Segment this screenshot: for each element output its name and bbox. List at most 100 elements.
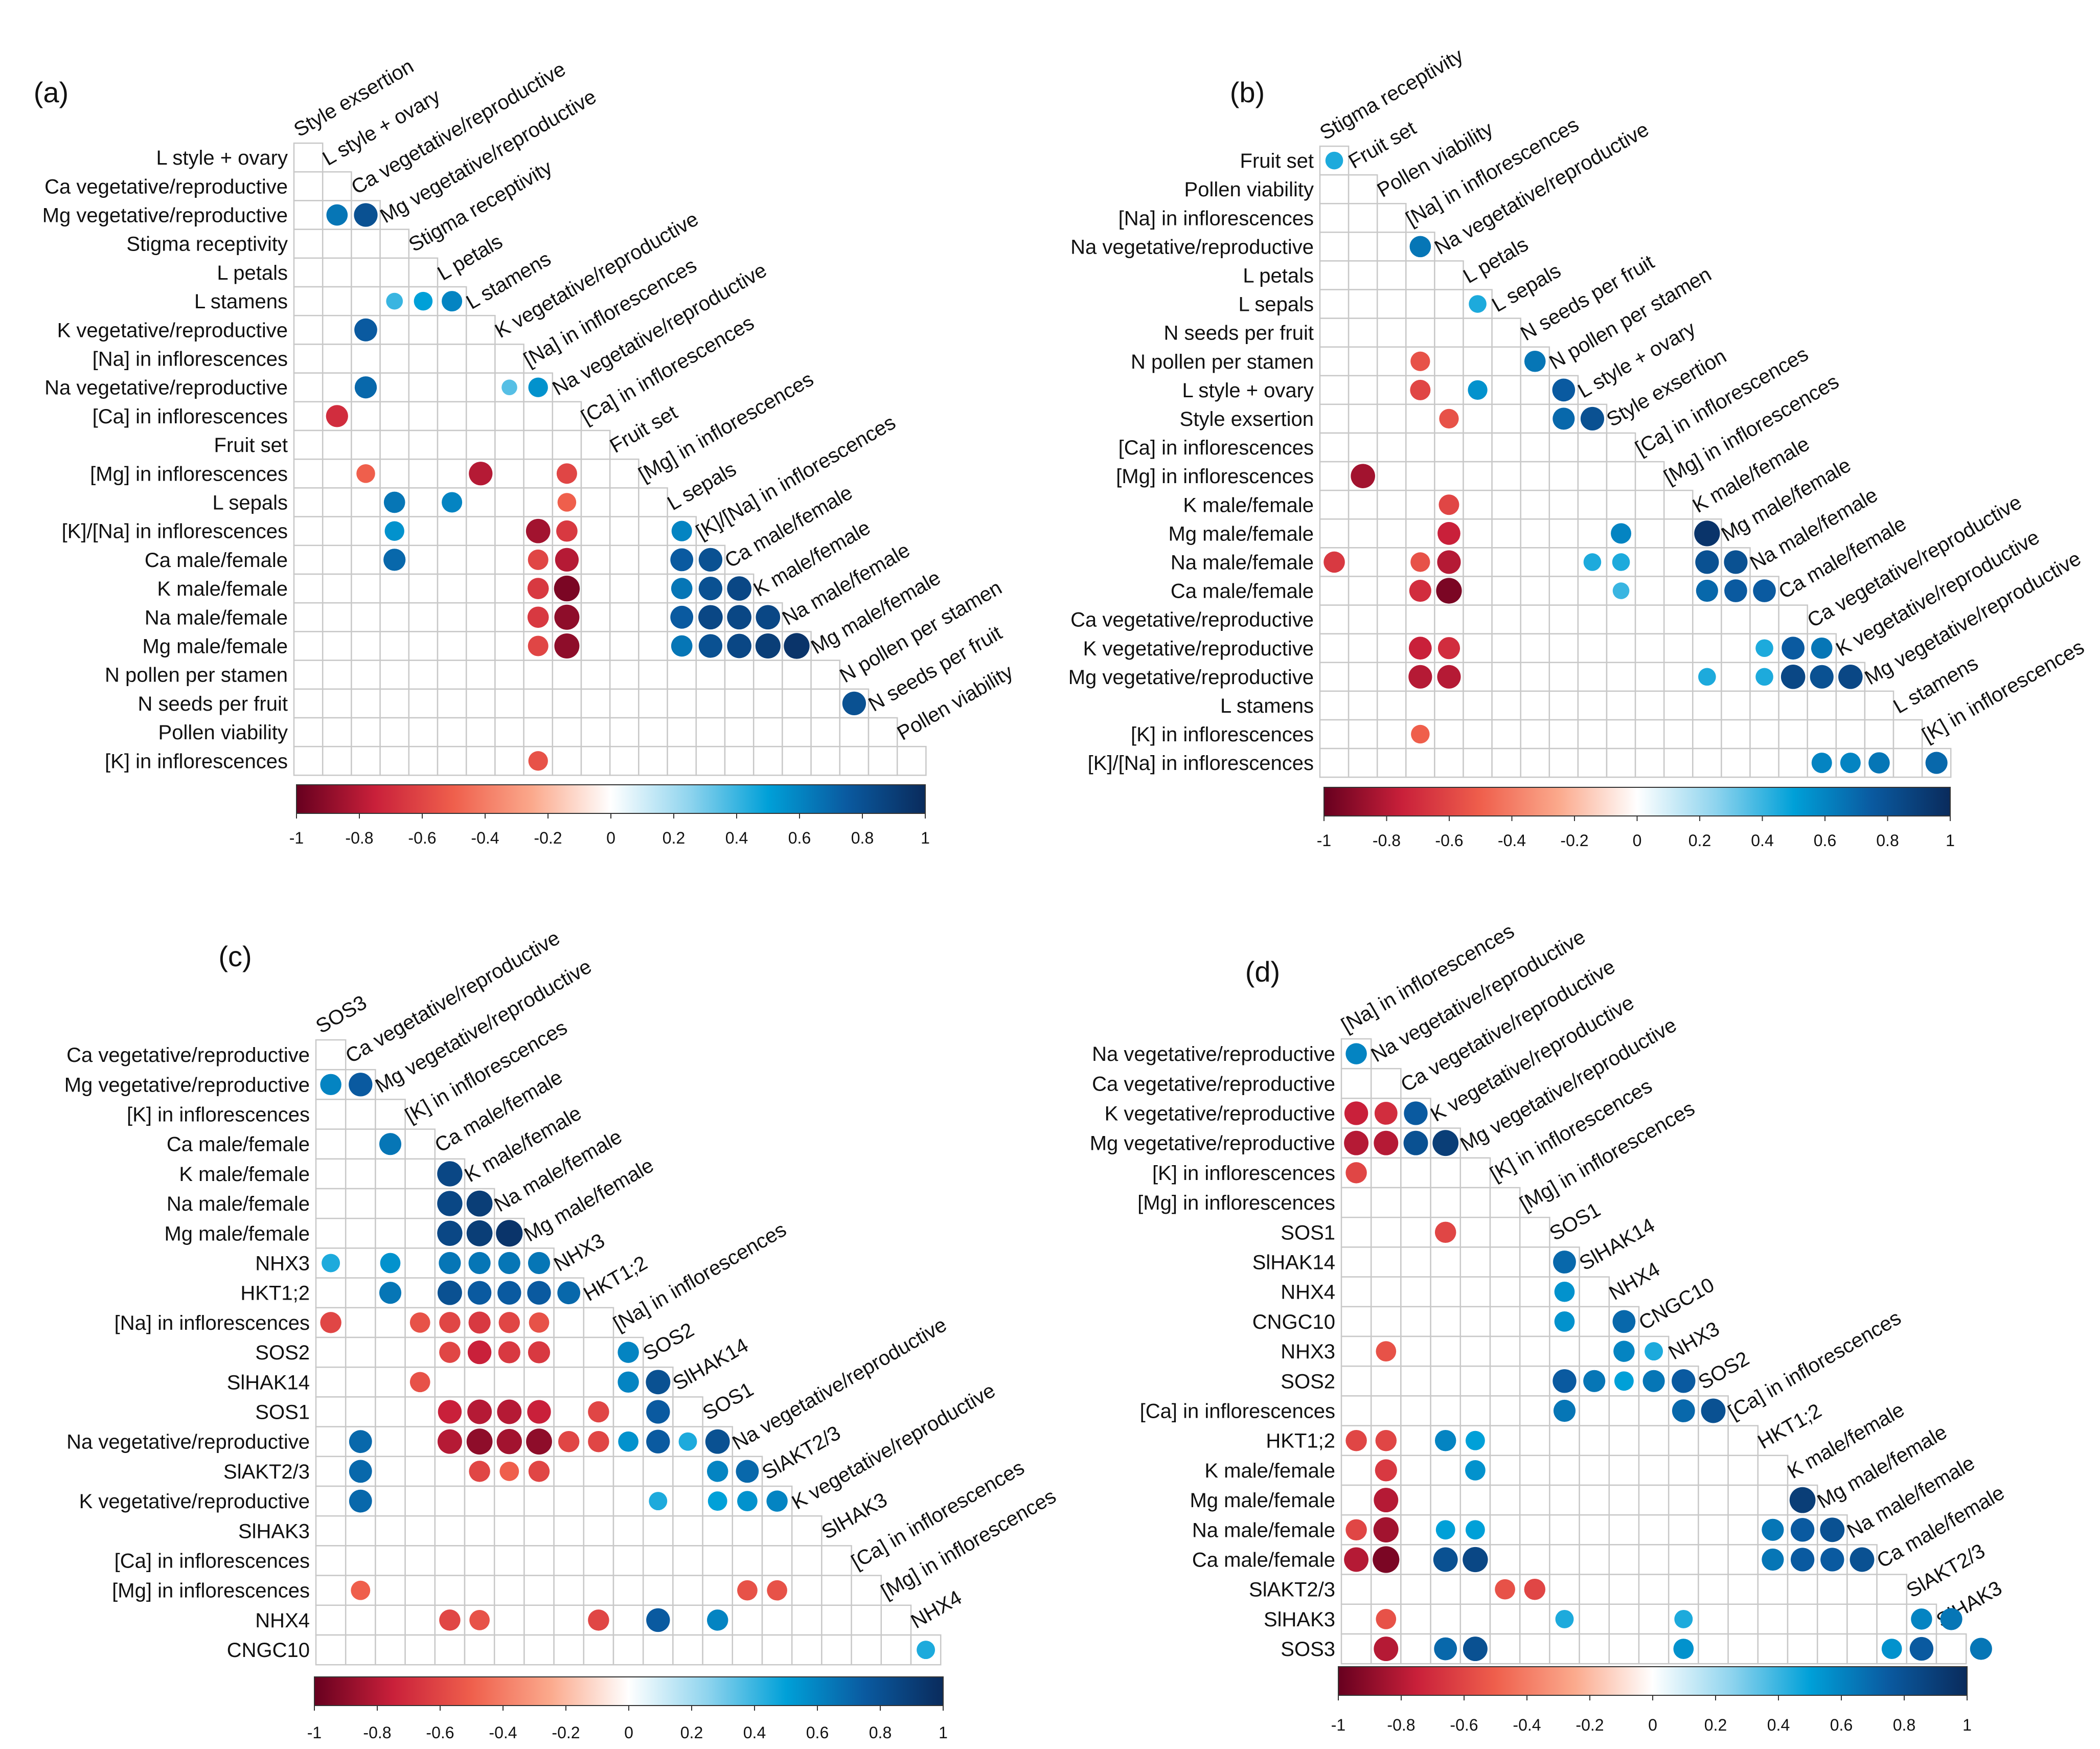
matrix-cell <box>667 717 697 747</box>
matrix-cell <box>642 1575 674 1606</box>
matrix-cell <box>523 1545 555 1576</box>
matrix-cell <box>345 1396 376 1427</box>
matrix-cell <box>1663 604 1694 634</box>
column-label: SOS1 <box>699 1378 757 1424</box>
matrix-cell <box>1489 1544 1521 1575</box>
correlation-circle <box>349 1073 373 1097</box>
correlation-circle <box>1850 1547 1875 1572</box>
matrix-cell <box>695 688 726 719</box>
row-label: K vegetative/reproductive <box>1083 638 1314 660</box>
matrix-cell <box>404 1336 436 1368</box>
matrix-cell <box>1400 1187 1431 1218</box>
matrix-cell <box>315 1188 347 1219</box>
matrix-cell <box>851 1634 882 1666</box>
matrix-cell <box>434 1366 466 1398</box>
correlation-circle <box>466 1190 493 1217</box>
correlation-circle <box>1409 236 1431 258</box>
matrix-cell <box>1549 1514 1580 1546</box>
matrix-cell <box>1400 1335 1431 1367</box>
matrix-cell <box>1935 1633 1967 1665</box>
matrix-cell <box>1638 1633 1670 1665</box>
matrix-cell <box>293 717 324 747</box>
matrix-cell <box>1548 662 1579 692</box>
matrix-cell <box>315 1515 347 1547</box>
matrix-cell <box>465 487 496 517</box>
matrix-cell <box>493 1575 525 1606</box>
matrix-cell <box>494 487 524 517</box>
correlation-circle <box>528 1252 551 1275</box>
row-label: [K] in inflorescences <box>1131 723 1314 746</box>
matrix-cell <box>408 429 439 460</box>
matrix-cell <box>1376 690 1407 721</box>
matrix-cell <box>638 745 668 776</box>
matrix-cell <box>404 1188 436 1219</box>
matrix-cell <box>1463 461 1493 491</box>
matrix-cell <box>1668 1455 1699 1486</box>
correlation-circle <box>917 1641 935 1660</box>
correlation-circle <box>1410 552 1430 572</box>
row-label: SOS1 <box>1281 1221 1335 1244</box>
matrix-cell <box>553 1545 585 1576</box>
matrix-cell <box>580 660 611 690</box>
matrix-cell <box>1489 1455 1521 1486</box>
matrix-cell <box>1434 461 1464 491</box>
matrix-cell <box>609 717 640 747</box>
matrix-cell <box>1319 232 1350 262</box>
matrix-cell <box>1548 547 1579 577</box>
matrix-cell <box>553 1604 585 1636</box>
correlation-circle <box>1434 1221 1456 1243</box>
matrix-cell <box>315 1128 347 1160</box>
column-label: NHX3 <box>1665 1318 1723 1364</box>
correlation-circle <box>1463 1547 1488 1573</box>
matrix-cell <box>553 1515 585 1547</box>
matrix-cell <box>638 573 668 604</box>
matrix-cell <box>1520 719 1550 749</box>
matrix-cell <box>322 688 352 719</box>
correlation-circle <box>1753 579 1776 602</box>
matrix-cell <box>1400 1157 1431 1189</box>
correlation-circle <box>379 1282 402 1304</box>
correlation-circle <box>1840 753 1861 774</box>
matrix-cell <box>1520 690 1550 721</box>
matrix-cell <box>1370 1395 1402 1426</box>
matrix-cell <box>868 745 898 776</box>
correlation-circle <box>437 1280 462 1305</box>
matrix-cell <box>724 745 755 776</box>
matrix-cell <box>1579 1484 1610 1516</box>
color-scale-tick-label: 0.6 <box>788 829 811 847</box>
matrix-cell <box>1340 1603 1372 1635</box>
matrix-cell <box>1376 346 1407 377</box>
matrix-cell <box>580 717 611 747</box>
matrix-cell <box>1749 604 1779 634</box>
matrix-cell <box>322 372 352 403</box>
matrix-cell <box>1489 1633 1521 1665</box>
correlation-circle <box>727 576 751 601</box>
matrix-cell <box>1807 690 1837 721</box>
correlation-circle <box>755 633 781 659</box>
color-scale-bar <box>314 1677 943 1706</box>
correlation-circle <box>1411 724 1430 744</box>
row-label: Ca male/female <box>1171 580 1314 603</box>
color-scale-tick-label: -1 <box>289 829 304 847</box>
matrix-cell <box>1348 719 1378 749</box>
matrix-cell <box>493 1485 525 1517</box>
matrix-cell <box>672 1515 703 1547</box>
color-scale-tick-label: -0.2 <box>552 1723 580 1742</box>
matrix-cell <box>1430 1276 1462 1308</box>
matrix-cell <box>1548 576 1579 606</box>
matrix-cell <box>523 1515 555 1547</box>
row-label: Pollen viability <box>1184 178 1314 201</box>
color-scale-tick-label: 0.8 <box>1876 831 1899 850</box>
matrix-cell <box>494 458 524 489</box>
correlation-circle <box>671 520 692 541</box>
matrix-cell <box>315 1336 347 1368</box>
matrix-cell <box>1577 604 1608 634</box>
matrix-cell <box>351 631 381 661</box>
matrix-cell <box>672 1634 703 1666</box>
matrix-cell <box>1489 1187 1521 1218</box>
matrix-cell <box>351 257 381 288</box>
matrix-cell <box>351 717 381 747</box>
matrix-cell <box>638 660 668 690</box>
matrix-cell <box>642 1515 674 1547</box>
matrix-cell <box>1340 1067 1372 1099</box>
